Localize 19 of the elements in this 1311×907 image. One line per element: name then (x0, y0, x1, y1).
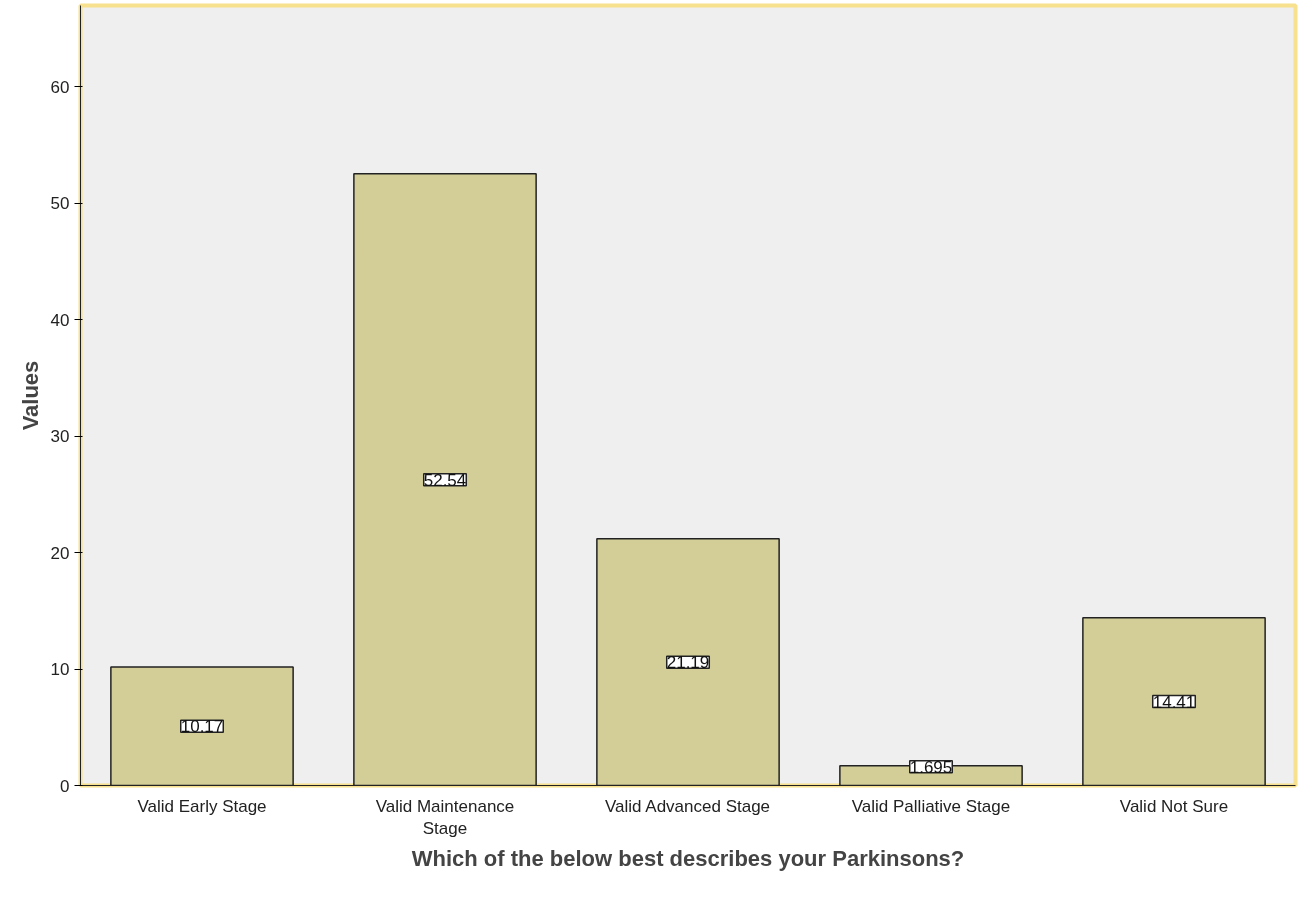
y-tick-label: 10 (50, 660, 70, 680)
data-label: 10.17 (180, 717, 224, 737)
data-label: 14.41 (1152, 692, 1196, 712)
data-label: 1.695 (909, 757, 953, 777)
x-tick-label: Valid Palliative Stage (851, 796, 1011, 816)
y-axis-title: Values (17, 360, 43, 431)
y-tick-label: 60 (50, 77, 70, 97)
y-tick-label: 40 (50, 310, 70, 330)
y-tick-label: 30 (50, 427, 70, 447)
data-label: 21.19 (666, 653, 710, 673)
y-tick-label: 0 (60, 776, 70, 796)
x-axis-title: Which of the below best describes your Parkinsons? (411, 846, 965, 872)
x-tick-label: Valid Maintenance Stage (375, 796, 515, 839)
x-tick-label: Valid Early Stage (137, 796, 267, 816)
data-label: 52.54 (423, 470, 467, 490)
y-tick-label: 50 (50, 194, 70, 214)
y-tick-label: 20 (50, 543, 70, 563)
x-tick-label: Valid Not Sure (1119, 796, 1229, 816)
x-tick-label: Valid Advanced Stage (604, 796, 771, 816)
